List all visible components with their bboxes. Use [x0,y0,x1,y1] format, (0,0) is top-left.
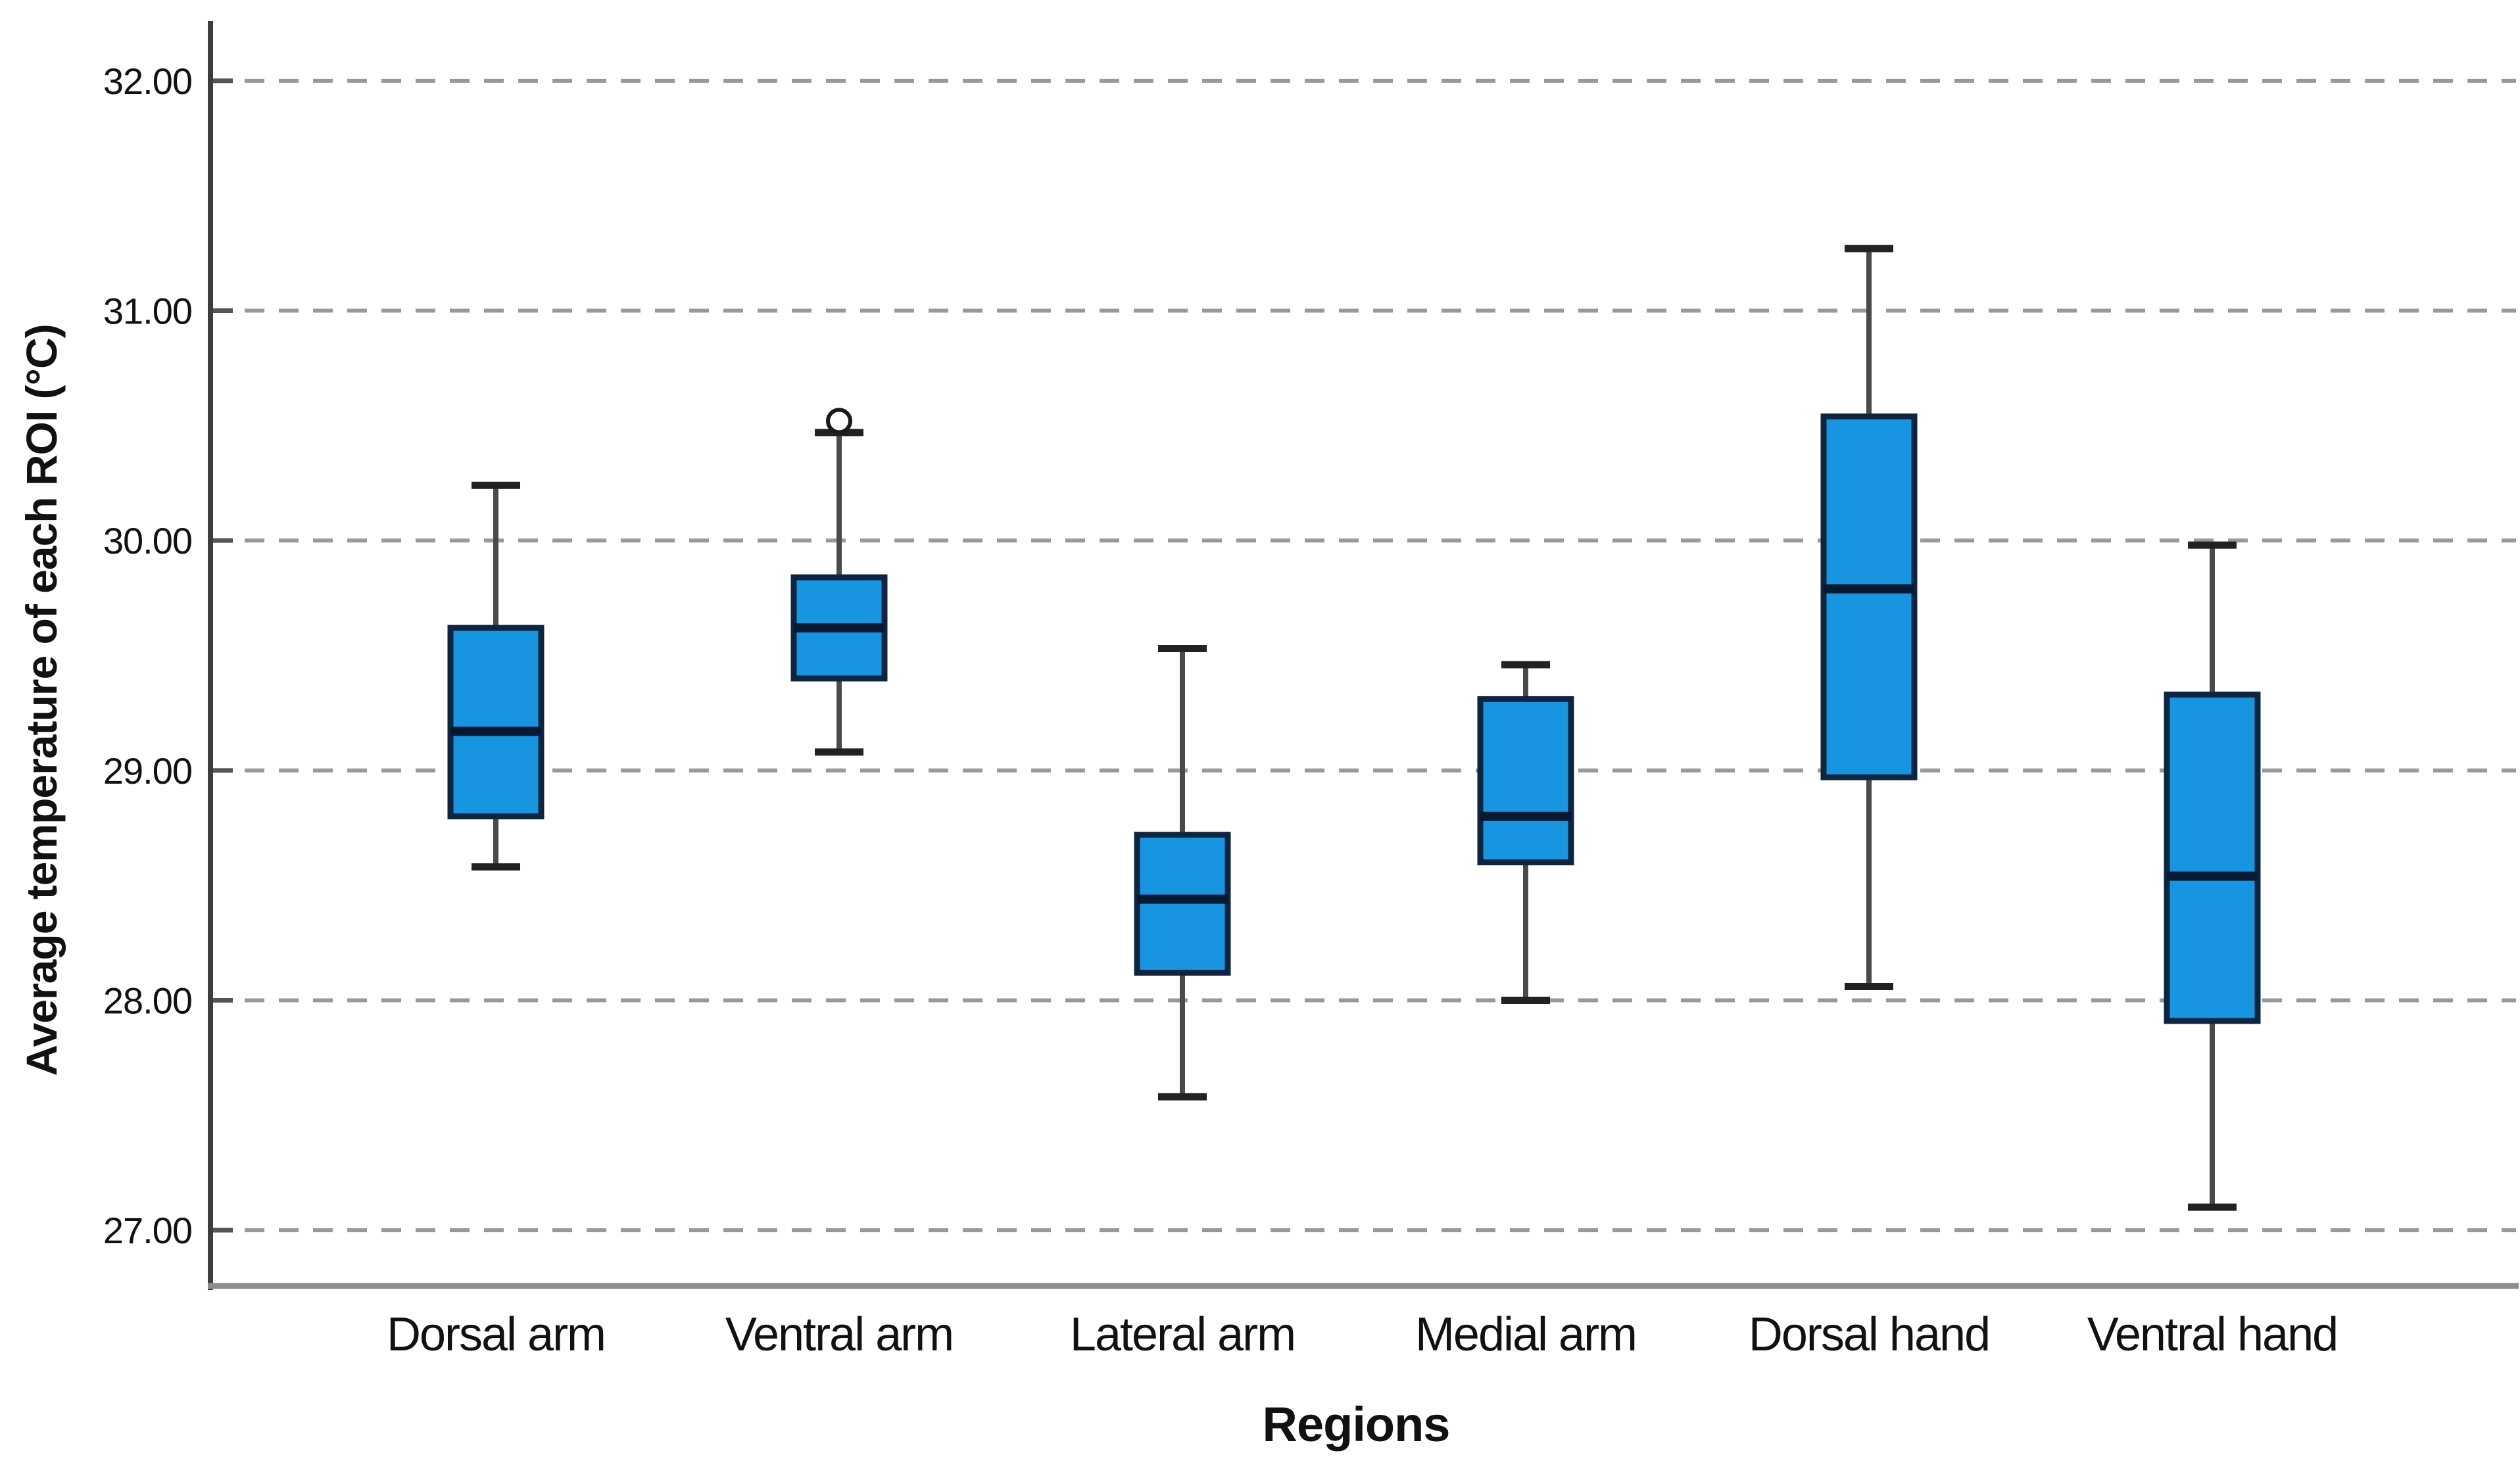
iqr-box-ventral-hand [2164,691,2261,1024]
boxplot-medial-arm [1477,661,1574,1004]
boxplot-dorsal-arm [447,481,545,871]
outlier-marker-ventral-arm-0 [826,408,852,435]
y-axis-tick-labels: 32.00 31.00 30.00 29.00 28.00 27.00 [103,60,193,1251]
boxplot-lateral-arm [1134,645,1231,1101]
y-tick-label-29.00: 29.00 [103,750,192,792]
y-tick-label-27.00: 27.00 [103,1210,192,1251]
x-category-label-dorsal-arm: Dorsal arm [387,1308,605,1361]
iqr-box-medial-arm [1477,696,1574,866]
boxplot-dorsal-hand [1820,245,1918,990]
y-tick-label-31.00: 31.00 [103,291,192,332]
boxplot-ventral-arm [790,408,888,756]
x-category-label-dorsal-hand: Dorsal hand [1749,1308,1989,1361]
y-tick-label-30.00: 30.00 [103,520,192,561]
iqr-box-dorsal-hand [1820,413,1918,780]
x-axis-title: Regions [1263,1397,1450,1452]
y-axis-title: Average temperature of each ROI (°C) [17,324,66,1076]
x-category-label-lateral-arm: Lateral arm [1070,1308,1295,1361]
x-category-label-ventral-arm: Ventral arm [725,1308,953,1361]
boxplot-ventral-hand [2164,541,2261,1211]
x-axis-category-labels: Dorsal arm Ventral arm Lateral arm Medial a… [387,1308,2338,1361]
x-category-label-ventral-hand: Ventral hand [2087,1308,2337,1361]
gridlines [210,78,2516,1233]
y-tick-label-28.00: 28.00 [103,980,192,1021]
y-tick-label-32.00: 32.00 [103,60,192,102]
iqr-box-dorsal-arm [447,625,545,820]
x-category-label-medial-arm: Medial arm [1415,1308,1636,1361]
boxplots [447,245,2261,1211]
